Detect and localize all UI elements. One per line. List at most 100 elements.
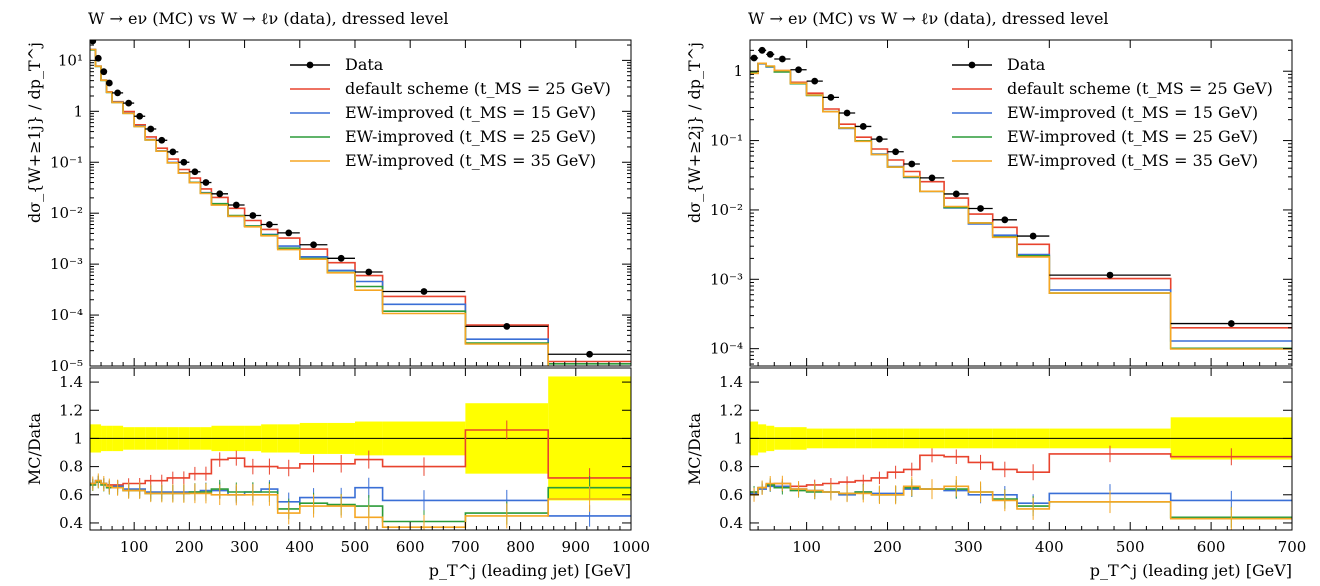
y-tick-label: 10⁻¹: [710, 132, 743, 150]
data-point: [859, 123, 867, 130]
data-point: [216, 190, 224, 198]
chart-title: W → eν (MC) vs W → ℓν (data), dressed le…: [748, 9, 1109, 28]
x-tick-label: 200: [175, 538, 204, 556]
data-point: [1106, 271, 1114, 279]
data-point: [310, 241, 317, 249]
data-point: [795, 66, 802, 74]
data-point: [750, 54, 758, 62]
data-point: [811, 77, 819, 85]
main-frame: [89, 39, 632, 367]
y-axis-label: dσ_{W+≥2j} / dp_T^j: [685, 42, 704, 223]
legend-label: EW-improved (t_MS = 15 GeV): [345, 103, 596, 122]
data-point: [191, 168, 199, 176]
mc-histogram-line: [750, 62, 1292, 350]
legend-label: Data: [1007, 55, 1046, 74]
y-tick-label: 10⁻¹: [50, 153, 83, 171]
x-tick-label: 300: [954, 538, 983, 556]
chart-left: W → eν (MC) vs W → ℓν (data), dressed le…: [25, 9, 650, 580]
data-point: [158, 136, 166, 144]
x-tick-label: 100: [792, 538, 821, 556]
legend-label: EW-improved (t_MS = 35 GeV): [1007, 151, 1258, 170]
y-tick-label: 10⁻²: [50, 204, 83, 222]
chart-panel-left: W → eν (MC) vs W → ℓν (data), dressed le…: [25, 9, 650, 580]
chart-title: W → eν (MC) vs W → ℓν (data), dressed le…: [88, 9, 449, 28]
legend-label: EW-improved (t_MS = 25 GeV): [345, 127, 596, 146]
ratio-frame: [89, 367, 632, 531]
data-point: [202, 179, 210, 186]
legend-label: EW-improved (t_MS = 25 GeV): [1007, 127, 1258, 146]
data-point: [952, 190, 960, 198]
data-point: [843, 109, 851, 117]
y-tick-label: 10⁻²: [710, 201, 743, 219]
x-tick-label: 300: [230, 538, 259, 556]
mc-histogram-line: [90, 48, 631, 366]
data-point: [420, 288, 428, 295]
ratio-plot: [90, 376, 631, 530]
legend-label: EW-improved (t_MS = 35 GeV): [345, 151, 596, 170]
legend-label: default scheme (t_MS = 25 GeV): [345, 79, 611, 98]
data-point: [586, 350, 593, 358]
ratio-axis-label: MC/Data: [25, 412, 44, 485]
data-point: [337, 254, 345, 262]
legend-label: default scheme (t_MS = 25 GeV): [1007, 79, 1273, 98]
data-point: [503, 322, 511, 330]
data-point: [766, 50, 774, 58]
data-point: [114, 89, 122, 97]
x-tick-label: 500: [1116, 538, 1145, 556]
data-point: [169, 148, 177, 156]
x-tick-label: 200: [873, 538, 902, 556]
data-point: [1029, 232, 1037, 240]
y-tick-label: 10¹: [58, 51, 83, 69]
y-tick-label: 10⁻⁵: [50, 357, 83, 375]
main-frame: [749, 39, 1293, 367]
data-point: [125, 99, 133, 107]
y-tick-label: 10⁻³: [50, 255, 83, 273]
ratio-tick-label: 0.6: [719, 486, 743, 504]
data-point: [90, 40, 97, 45]
x-axis-label: p_T^j (leading jet) [GeV]: [1090, 561, 1292, 580]
ratio-tick-label: 1.2: [59, 401, 83, 419]
ratio-tick-label: 0.8: [59, 458, 83, 476]
data-point: [285, 229, 293, 237]
data-point: [100, 68, 108, 76]
ratio-histogram-line: [90, 479, 631, 528]
ratio-tick-label: 0.4: [719, 514, 743, 532]
x-tick-label: 600: [396, 538, 425, 556]
legend-label: Data: [345, 55, 384, 74]
ratio-tick-label: 1: [733, 429, 743, 447]
main-plot: [90, 40, 631, 366]
x-tick-label: 500: [341, 538, 370, 556]
ratio-tick-label: 1.4: [719, 373, 743, 391]
x-tick-label: 700: [451, 538, 480, 556]
chart-panel-right: W → eν (MC) vs W → ℓν (data), dressed le…: [660, 0, 1320, 586]
y-tick-label: 10⁻⁴: [50, 306, 83, 324]
x-tick-label: 400: [1035, 538, 1064, 556]
data-point: [778, 55, 786, 63]
data-point: [136, 112, 144, 120]
ratio-tick-label: 0.4: [59, 514, 83, 532]
x-tick-label: 400: [285, 538, 314, 556]
ratio-tick-label: 1.2: [719, 401, 743, 419]
y-axis-label: dσ_{W+≥1j} / dp_T^j: [25, 42, 44, 223]
data-point: [180, 158, 188, 166]
ratio-tick-label: 1: [73, 429, 83, 447]
ratio-histogram-line: [90, 429, 631, 486]
data-point: [105, 79, 113, 87]
y-tick-label: 10⁻³: [710, 270, 743, 288]
data-point: [232, 201, 240, 209]
ratio-axis-label: MC/Data: [685, 412, 704, 485]
ratio-tick-label: 0.8: [719, 458, 743, 476]
ratio-plot: [750, 417, 1292, 530]
legend-marker: [306, 61, 314, 69]
legend-label: EW-improved (t_MS = 15 GeV): [1007, 103, 1258, 122]
x-tick-label: 800: [506, 538, 535, 556]
y-tick-label: 1: [73, 102, 83, 120]
ratio-tick-label: 1.4: [59, 373, 83, 391]
data-point: [365, 268, 373, 276]
x-tick-label: 600: [1197, 538, 1226, 556]
ratio-tick-label: 0.6: [59, 486, 83, 504]
data-point: [876, 135, 883, 143]
y-tick-label: 1: [733, 62, 743, 80]
legend-marker: [968, 61, 976, 69]
data-point: [249, 212, 257, 219]
